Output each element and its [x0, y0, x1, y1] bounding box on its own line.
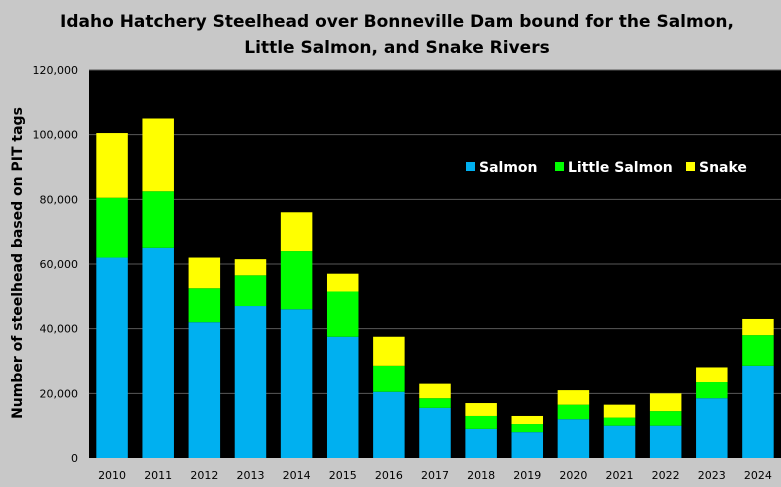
x-tick-label: 2017 — [421, 469, 449, 482]
x-tick-label: 2012 — [190, 469, 218, 482]
bar-snake-2021 — [603, 404, 636, 418]
x-tick-label: 2014 — [283, 469, 311, 482]
legend-swatch-little-salmon — [555, 162, 564, 171]
bar-salmon-2014 — [280, 309, 313, 458]
legend-swatch-snake — [686, 162, 695, 171]
y-axis-ticks: 0 20,000 40,000 60,000 80,000 100,000 120,000 — [33, 64, 79, 465]
bar-little-salmon-2015 — [326, 291, 359, 337]
y-tick-label: 40,000 — [40, 323, 79, 336]
legend-label-snake: Snake — [699, 160, 747, 176]
x-tick-label: 2018 — [467, 469, 495, 482]
x-tick-label: 2019 — [513, 469, 541, 482]
bar-salmon-2018 — [465, 428, 497, 458]
bar-snake-2015 — [326, 273, 359, 292]
y-tick-label: 120,000 — [33, 64, 79, 77]
bar-little-salmon-2023 — [696, 382, 728, 399]
bar-snake-2020 — [557, 390, 590, 405]
y-tick-label: 60,000 — [40, 258, 79, 271]
y-axis-label: Number of steelhead based on PIT tags — [10, 107, 26, 419]
bar-snake-2024 — [742, 318, 774, 336]
bar-little-salmon-2010 — [96, 197, 128, 258]
y-tick-label: 0 — [71, 452, 78, 465]
bar-snake-2022 — [649, 393, 682, 412]
bar-salmon-2015 — [326, 336, 359, 458]
bar-little-salmon-2024 — [742, 335, 774, 366]
bar-little-salmon-2014 — [280, 251, 313, 310]
legend-swatch-salmon — [466, 162, 475, 171]
x-tick-label: 2011 — [144, 469, 172, 482]
bar-snake-2019 — [511, 415, 544, 425]
bar-salmon-2021 — [603, 425, 636, 458]
bar-snake-2017 — [419, 383, 451, 399]
x-tick-label: 2024 — [744, 469, 772, 482]
x-tick-label: 2010 — [98, 469, 126, 482]
bar-snake-2010 — [96, 133, 128, 198]
y-tick-label: 80,000 — [40, 193, 79, 206]
x-tick-label: 2016 — [375, 469, 403, 482]
bar-salmon-2023 — [696, 398, 728, 458]
bar-salmon-2012 — [188, 322, 221, 458]
bar-snake-2014 — [280, 212, 313, 252]
x-tick-label: 2013 — [236, 469, 264, 482]
bar-little-salmon-2019 — [511, 424, 544, 433]
x-tick-label: 2020 — [559, 469, 587, 482]
bar-snake-2016 — [373, 336, 405, 366]
y-tick-label: 100,000 — [33, 129, 79, 142]
bar-snake-2013 — [234, 259, 267, 276]
bar-little-salmon-2012 — [188, 288, 221, 323]
bar-salmon-2017 — [419, 407, 451, 458]
bar-salmon-2011 — [142, 247, 174, 458]
x-tick-label: 2015 — [329, 469, 357, 482]
bar-little-salmon-2013 — [234, 275, 267, 307]
bar-salmon-2013 — [234, 306, 267, 458]
bar-salmon-2016 — [373, 391, 405, 458]
x-tick-label: 2023 — [698, 469, 726, 482]
legend: Salmon Little Salmon Snake — [466, 160, 747, 176]
bar-salmon-2024 — [742, 365, 774, 458]
bar-salmon-2010 — [96, 257, 128, 458]
bar-salmon-2019 — [511, 432, 544, 458]
legend-label-salmon: Salmon — [479, 160, 538, 176]
bar-salmon-2022 — [649, 425, 682, 458]
x-tick-label: 2021 — [606, 469, 634, 482]
y-tick-label: 20,000 — [40, 387, 79, 400]
bar-snake-2011 — [142, 118, 174, 192]
bar-snake-2023 — [696, 367, 728, 383]
bar-little-salmon-2011 — [142, 191, 174, 248]
bar-little-salmon-2018 — [465, 415, 497, 429]
bar-snake-2018 — [465, 403, 497, 416]
bar-little-salmon-2017 — [419, 398, 451, 408]
bar-salmon-2020 — [557, 419, 590, 458]
bar-little-salmon-2022 — [649, 411, 682, 426]
legend-label-little-salmon: Little Salmon — [568, 160, 673, 176]
bar-little-salmon-2021 — [603, 417, 636, 426]
bar-little-salmon-2020 — [557, 404, 590, 420]
x-tick-label: 2022 — [652, 469, 680, 482]
bars — [96, 118, 774, 458]
x-axis-ticks: 2010 2011 2012 2013 2014 2015 2016 2017 2018 2019… — [98, 469, 772, 482]
bar-little-salmon-2016 — [373, 365, 405, 392]
chart-title-line-2: Little Salmon, and Snake Rivers — [244, 38, 549, 58]
bar-snake-2012 — [188, 257, 221, 289]
chart-title-line-1: Idaho Hatchery Steelhead over Bonneville… — [60, 12, 734, 32]
